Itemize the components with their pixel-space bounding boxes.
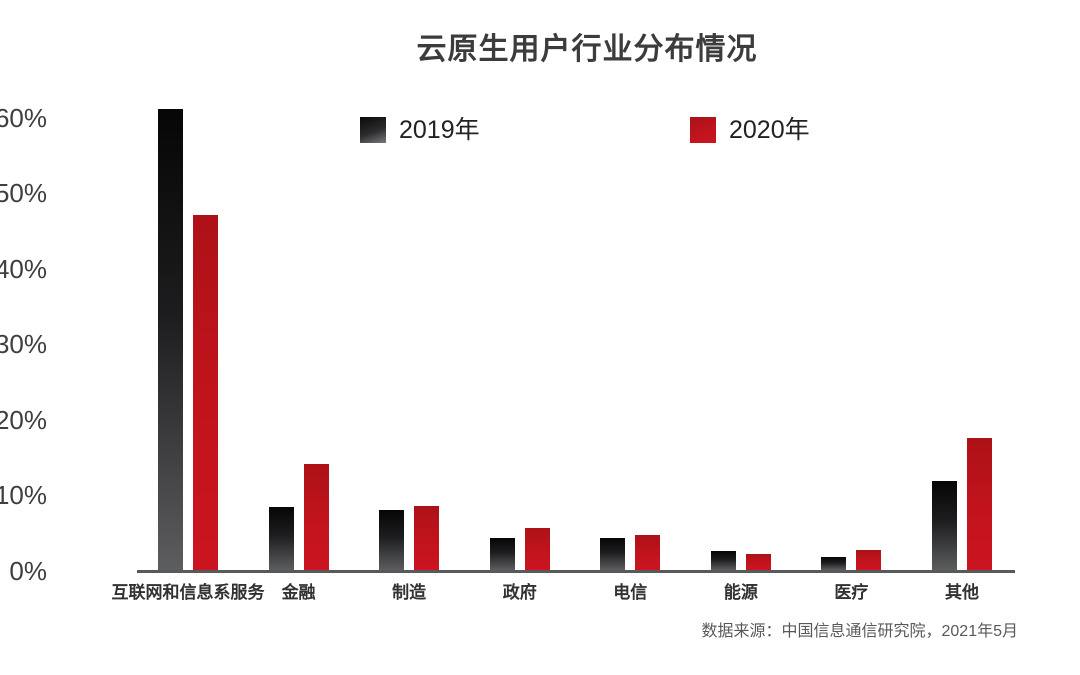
bar-group-2 bbox=[379, 505, 440, 570]
x-axis-category-label: 制造 bbox=[392, 583, 427, 602]
bar-group-4 bbox=[600, 535, 661, 570]
bar-2020-cat2 bbox=[414, 505, 440, 570]
legend-swatch-2020 bbox=[690, 117, 716, 143]
bar-2020-cat5 bbox=[745, 554, 771, 570]
x-axis-category-label: 医疗 bbox=[834, 583, 869, 602]
y-axis-tick-label: 40% bbox=[0, 253, 47, 284]
bar-2020-cat4 bbox=[635, 535, 661, 570]
legend-label-2020: 2020年 bbox=[729, 116, 810, 144]
x-axis-category-label: 能源 bbox=[723, 583, 758, 602]
x-axis-category-label: 金融 bbox=[281, 583, 316, 602]
y-axis-tick-label: 20% bbox=[0, 404, 47, 435]
bar-2019-cat5 bbox=[710, 551, 736, 570]
bar-2019-cat3 bbox=[489, 537, 515, 570]
bar-2019-cat1 bbox=[268, 507, 294, 570]
bar-2019-cat0 bbox=[158, 109, 183, 570]
chart-title: 云原生用户行业分布情况 bbox=[416, 33, 758, 66]
bar-2020-cat1 bbox=[303, 464, 329, 570]
bar-2020-cat3 bbox=[524, 528, 550, 570]
plot-area: 0% 10% 20% 30% 40% 50% 60% bbox=[0, 77, 1015, 586]
bar-2019-cat6 bbox=[821, 557, 847, 570]
bar-group-1 bbox=[268, 464, 329, 570]
legend-swatch-2019 bbox=[360, 117, 386, 143]
bar-group-5 bbox=[710, 551, 771, 570]
bar-2020-cat6 bbox=[856, 549, 882, 570]
x-axis-line bbox=[137, 570, 1015, 573]
y-axis-tick-label: 0% bbox=[9, 556, 47, 586]
x-axis-category-label: 其他 bbox=[944, 583, 979, 602]
bar-group-6 bbox=[821, 549, 882, 570]
bar-2020-cat0 bbox=[193, 215, 218, 570]
y-axis-tick-label: 50% bbox=[0, 178, 47, 209]
y-axis-tick-label: 60% bbox=[0, 102, 47, 133]
bar-group-3 bbox=[489, 528, 550, 570]
x-axis-category-label: 互联网和信息系服务 bbox=[111, 583, 265, 602]
data-source-note: 数据来源：中国信息通信研究院，2021年5月 bbox=[701, 623, 1019, 640]
x-axis-category-label: 政府 bbox=[502, 583, 537, 602]
y-axis-tick-label: 30% bbox=[0, 329, 47, 360]
bar-group-7 bbox=[931, 437, 992, 570]
bar-2019-cat4 bbox=[600, 538, 626, 570]
bar-2020-cat7 bbox=[966, 437, 992, 570]
bar-group-0 bbox=[158, 109, 218, 570]
legend-label-2019: 2019年 bbox=[399, 116, 480, 144]
bar-2019-cat7 bbox=[931, 480, 957, 570]
bar-2019-cat2 bbox=[379, 509, 405, 570]
x-axis-category-label: 电信 bbox=[613, 583, 648, 602]
y-axis-tick-label: 10% bbox=[0, 480, 47, 511]
